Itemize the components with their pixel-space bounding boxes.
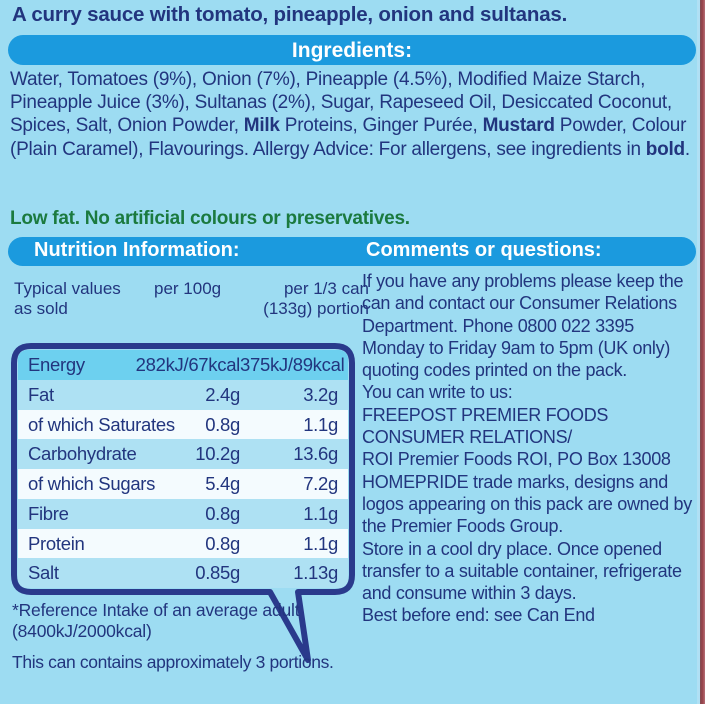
nutrition-row-label: Carbohydrate: [28, 443, 137, 465]
comments-paragraph: You can write to us:: [362, 382, 513, 403]
comments-paragraph: ROI Premier Foods ROI, PO Box 13008: [362, 449, 671, 470]
typical-values-header: Typical values as sold: [14, 279, 154, 319]
nutrition-row: Salt 0.85g 1.13g: [18, 558, 348, 588]
per-portion-line2: (133g) portion: [263, 299, 369, 318]
nutrition-row-per-100g: 10.2g: [195, 443, 240, 465]
nutrition-row-per-portion: 13.6g: [293, 443, 338, 465]
nutrition-row: Protein 0.8g 1.1g: [18, 528, 348, 559]
nutrition-row-per-100g: 5.4g: [205, 473, 240, 494]
ingredients-section-banner: Ingredients:: [8, 35, 696, 65]
nutrition-row-per-portion: 375kJ/89kcal: [240, 354, 345, 375]
nutrition-row: of which Sugars 5.4g 7.2g: [18, 469, 348, 499]
comments-paragraph: If you have any problems please keep the…: [362, 271, 684, 381]
nutrition-rows: Energy 282kJ/67kcal 375kJ/89kcal Fat 2.4g 3.2…: [18, 350, 348, 588]
nutrition-row-per-portion: 1.13g: [293, 562, 338, 584]
comments-paragraph: Best before end: see Can End: [362, 605, 595, 626]
nutrition-row: Fibre 0.8g 1.1g: [18, 498, 348, 529]
nutrition-row: of which Saturates 0.8g 1.1g: [18, 409, 348, 440]
portions-count-note: This can contains approximately 3 portio…: [12, 652, 334, 672]
nutrition-table-bubble: Energy 282kJ/67kcal 375kJ/89kcal Fat 2.4g 3.2…: [11, 343, 355, 663]
speech-bubble-outline: [11, 343, 355, 663]
nutrition-row-per-100g: 2.4g: [205, 383, 240, 405]
nutrition-row-label: Fibre: [28, 502, 69, 524]
nutrition-row: Carbohydrate 10.2g 13.6g: [18, 439, 348, 469]
nutrition-row-label: Fat: [28, 383, 54, 405]
nutrition-row-per-portion: 1.1g: [303, 502, 338, 524]
nutrition-row-label: Salt: [28, 562, 59, 584]
per-100g-header: per 100g: [154, 279, 222, 298]
label-edge-highlight: [697, 0, 700, 704]
can-edge-strip: [700, 0, 705, 704]
nutrition-row-per-portion: 3.2g: [303, 383, 338, 405]
bottom-sections-banner: Nutrition Information: Comments or quest…: [8, 237, 696, 266]
comments-banner-label: Comments or questions:: [366, 239, 602, 261]
nutrition-table-header: Typical values as sold per 100g per 1/3 …: [14, 279, 369, 327]
nutrition-row-per-portion: 1.1g: [303, 532, 338, 554]
nutrition-row-label: Energy: [28, 354, 85, 375]
nutrition-row: Energy 282kJ/67kcal 375kJ/89kcal: [18, 350, 348, 380]
typical-values-line1: Typical values: [14, 279, 121, 298]
nutrition-row: Fat 2.4g 3.2g: [18, 379, 348, 410]
nutrition-row-per-100g: 0.8g: [205, 532, 240, 554]
ingredients-body-text: Water, Tomatoes (9%), Onion (7%), Pineap…: [10, 69, 690, 160]
nutrition-row-label: Protein: [28, 532, 85, 554]
nutrition-row-per-portion: 1.1g: [303, 413, 338, 435]
nutrition-row-per-100g: 0.8g: [205, 413, 240, 435]
product-description-headline: A curry sauce with tomato, pineapple, on…: [12, 3, 568, 26]
comments-paragraph: FREEPOST PREMIER FOODS CONSUMER RELATION…: [362, 404, 609, 448]
comments-or-questions-column: If you have any problems please keep the…: [362, 270, 700, 704]
nutrition-row-per-portion: 7.2g: [303, 473, 338, 494]
nutrition-row-per-100g: 0.85g: [195, 562, 240, 584]
reference-intake-note: *Reference Intake of an average adult (8…: [12, 600, 300, 641]
nutrition-banner-label: Nutrition Information:: [34, 239, 240, 261]
nutrition-row-label: of which Sugars: [28, 473, 156, 494]
nutrition-information-column: Typical values as sold per 100g per 1/3 …: [0, 272, 369, 704]
ingredients-banner-label: Ingredients:: [291, 38, 413, 62]
nutrition-row-label: of which Saturates: [28, 413, 175, 435]
nutrition-row-per-100g: 0.8g: [205, 502, 240, 524]
nutrition-row-per-100g: 282kJ/67kcal: [135, 354, 241, 375]
per-portion-line1: per 1/3 can: [283, 279, 369, 298]
product-claims-line: Low fat. No artificial colours or preser…: [10, 208, 410, 229]
comments-paragraph: HOMEPRIDE trade marks, designs and logos…: [362, 471, 692, 537]
comments-paragraph: Store in a cool dry place. Once opened t…: [362, 538, 682, 604]
per-portion-header: per 1/3 can (133g) portion: [249, 279, 369, 319]
typical-values-line2: as sold: [14, 299, 68, 318]
